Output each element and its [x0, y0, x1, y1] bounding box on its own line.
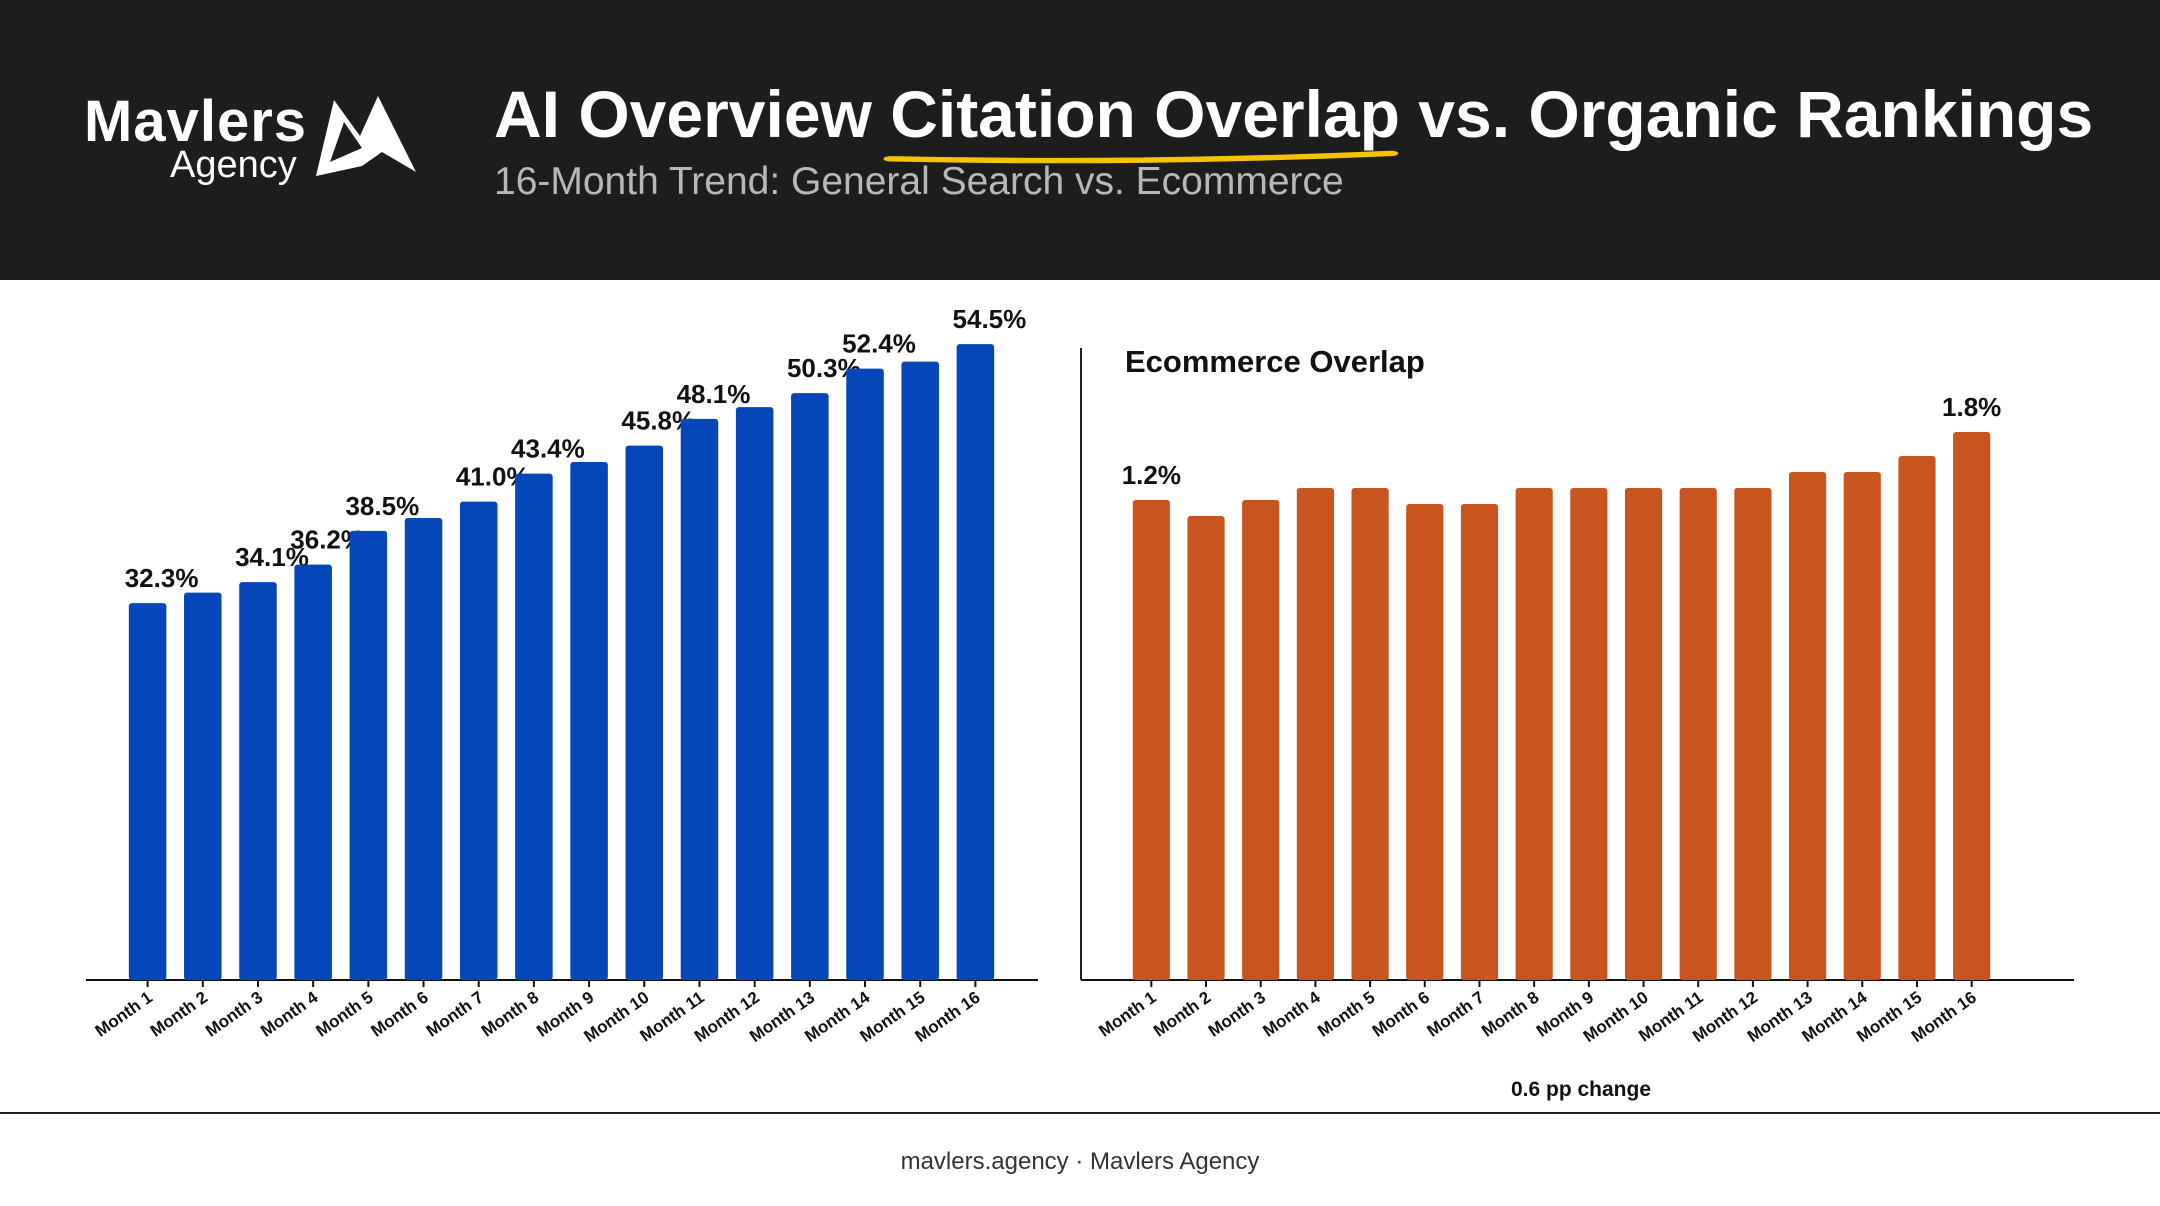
bar	[1953, 432, 1991, 980]
data-label: 43.4%	[511, 434, 585, 464]
ecommerce-chart: Ecommerce Overlap 0.6 pp change Month 1 1…	[1081, 344, 2074, 1101]
data-label: 38.5%	[345, 491, 419, 521]
x-tick-label: Month 5	[312, 988, 376, 1041]
data-label: 1.2%	[1122, 460, 1181, 490]
bar	[791, 393, 829, 981]
page-subtitle: 16-Month Trend: General Search vs. Ecomm…	[494, 160, 1344, 203]
x-tick-label: Month 6	[1369, 988, 1433, 1041]
x-tick-label: Month 4	[1259, 987, 1324, 1040]
data-label: 54.5%	[953, 304, 1027, 334]
footer-credit: mavlers.agency · Mavlers Agency	[900, 1148, 1260, 1175]
bar	[1570, 488, 1608, 980]
x-tick-label: Month 1	[1095, 988, 1159, 1041]
data-label: 52.4%	[842, 329, 916, 359]
x-tick-label: Month 7	[423, 988, 487, 1041]
bar	[459, 501, 498, 980]
bar	[735, 407, 774, 981]
bar	[184, 592, 222, 980]
x-tick-label: Month 4	[257, 987, 322, 1040]
bar	[680, 418, 719, 980]
bar	[1515, 488, 1553, 980]
bar	[1789, 472, 1827, 980]
header-banner: Mavlers Agency AI Overview Citation Over…	[0, 0, 2160, 280]
brand-logo: Mavlers Agency	[84, 88, 424, 198]
title-part-3: vs. Organic Rankings	[1399, 77, 2094, 151]
bar	[515, 473, 553, 980]
bar	[294, 564, 332, 980]
x-tick-label: Month 2	[147, 988, 211, 1041]
bar	[625, 445, 664, 980]
bar	[1187, 516, 1225, 980]
bar	[1843, 472, 1881, 980]
ecommerce-change-note: 0.6 pp change	[1511, 1078, 1651, 1101]
x-tick-label: Month 3	[202, 988, 266, 1041]
bar	[1898, 456, 1936, 980]
page-title: AI Overview Citation Overlap vs. Organic…	[494, 76, 2094, 164]
highlight-underline	[883, 150, 1399, 164]
bar	[1624, 488, 1663, 980]
bar	[570, 462, 608, 980]
bar	[1734, 488, 1772, 980]
brand-name: Mavlers	[84, 89, 308, 154]
bar	[404, 518, 443, 980]
data-label: 32.3%	[125, 563, 199, 593]
bar	[1296, 488, 1334, 980]
bar	[846, 368, 884, 981]
brand-mark-icon	[316, 96, 416, 176]
x-tick-label: Month 7	[1423, 988, 1487, 1041]
ecommerce-chart-title: Ecommerce Overlap	[1125, 344, 1425, 379]
bar	[1132, 500, 1170, 980]
bar	[901, 361, 939, 981]
bar	[1679, 488, 1717, 980]
title-highlight-text: Citation Overlap	[890, 77, 1400, 151]
x-tick-label: Month 2	[1150, 988, 1214, 1041]
x-tick-label: Month 5	[1314, 988, 1378, 1041]
x-tick-label: Month 1	[92, 988, 156, 1041]
data-label: 1.8%	[1942, 392, 2001, 422]
bar	[1351, 488, 1389, 980]
bar	[1460, 504, 1499, 980]
bar	[128, 603, 167, 980]
brand-subname: Agency	[170, 144, 297, 186]
bar	[956, 344, 995, 981]
x-tick-label: Month 8	[478, 988, 542, 1041]
bar	[1242, 500, 1280, 980]
x-tick-label: Month 6	[368, 988, 432, 1041]
bar	[1406, 504, 1444, 980]
footer-divider	[0, 1112, 2160, 1114]
title-part-1: AI Overview	[494, 77, 891, 151]
x-tick-label: Month 8	[1478, 988, 1542, 1041]
bar	[349, 530, 388, 980]
title-highlight: Citation Overlap	[883, 76, 1400, 164]
data-label: 48.1%	[677, 379, 751, 409]
bar	[239, 582, 277, 980]
x-tick-label: Month 3	[1205, 988, 1269, 1041]
